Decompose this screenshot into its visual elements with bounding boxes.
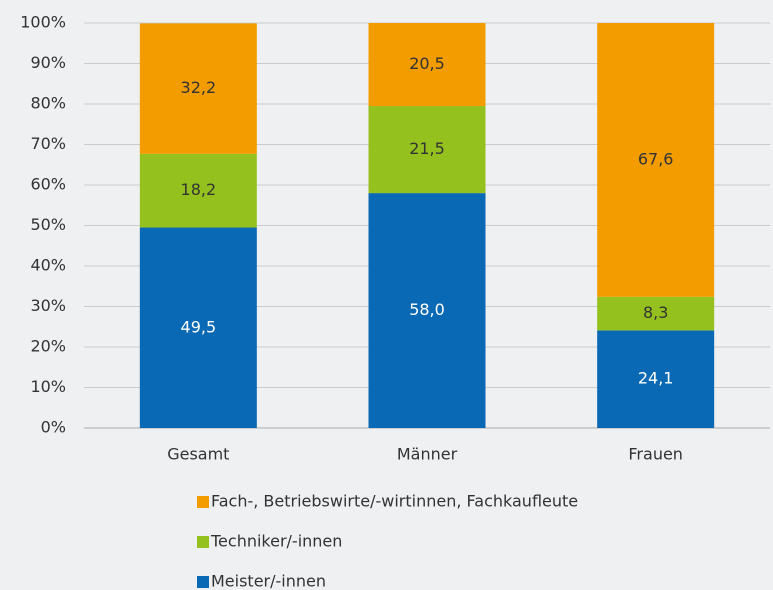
- value-label: 32,2: [181, 78, 217, 97]
- value-label: 24,1: [638, 369, 674, 388]
- bar-segment: [139, 153, 257, 228]
- y-tick-label: 100%: [20, 13, 66, 32]
- bar-segment: [368, 23, 486, 107]
- legend-label: Meister/-innen: [211, 572, 326, 590]
- x-tick-label: Gesamt: [167, 445, 229, 464]
- y-tick-label: 60%: [30, 175, 66, 194]
- legend-swatch: [197, 536, 209, 548]
- bar-segment: [597, 296, 715, 331]
- bar-segment: [597, 23, 715, 297]
- y-tick-label: 10%: [30, 377, 66, 396]
- value-label: 20,5: [409, 54, 445, 73]
- y-tick-label: 0%: [41, 418, 66, 437]
- y-tick-label: 50%: [30, 215, 66, 234]
- bar-segment: [597, 330, 715, 428]
- legend-label: Techniker/-innen: [210, 532, 342, 551]
- y-tick-label: 80%: [30, 94, 66, 113]
- y-tick-label: 70%: [30, 134, 66, 153]
- value-label: 21,5: [409, 139, 445, 158]
- bar-segment: [368, 106, 486, 194]
- value-label: 67,6: [638, 149, 674, 168]
- value-label: 49,5: [181, 317, 217, 336]
- bar-segment: [139, 23, 257, 154]
- y-tick-label: 90%: [30, 53, 66, 72]
- value-label: 58,0: [409, 300, 445, 319]
- x-tick-label: Frauen: [628, 445, 683, 464]
- value-label: 18,2: [181, 180, 217, 199]
- bar-segment: [139, 227, 257, 428]
- legend-swatch: [197, 576, 209, 588]
- y-tick-label: 40%: [30, 256, 66, 275]
- bar-segment: [368, 193, 486, 428]
- value-label: 8,3: [643, 303, 668, 322]
- y-tick-label: 30%: [30, 296, 66, 315]
- legend-swatch: [197, 496, 209, 508]
- y-tick-label: 20%: [30, 337, 66, 356]
- x-tick-label: Männer: [397, 445, 458, 464]
- legend-label: Fach-, Betriebswirte/-wirtinnen, Fachkau…: [211, 492, 578, 511]
